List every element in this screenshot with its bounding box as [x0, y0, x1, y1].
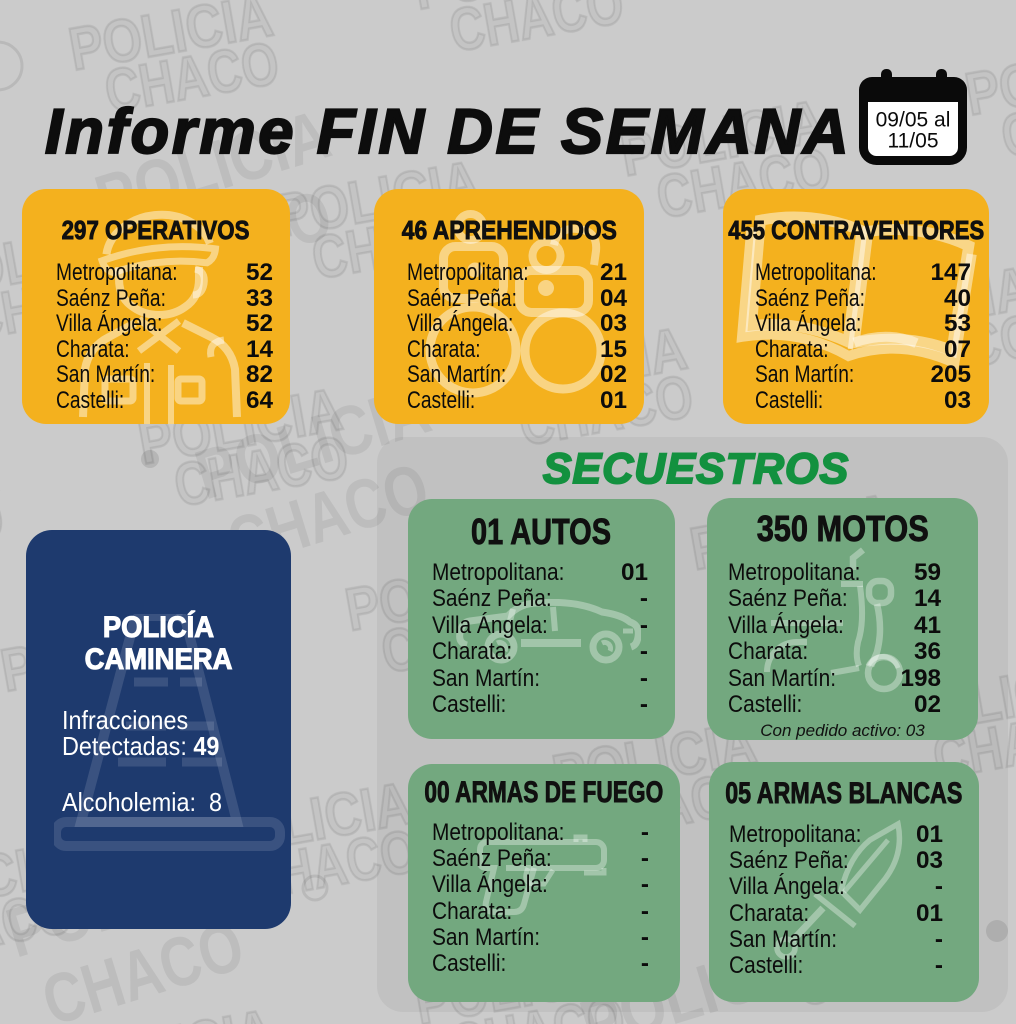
svg-text:09/05 al: 09/05 al — [876, 109, 951, 132]
svg-text:11/05: 11/05 — [888, 130, 939, 153]
